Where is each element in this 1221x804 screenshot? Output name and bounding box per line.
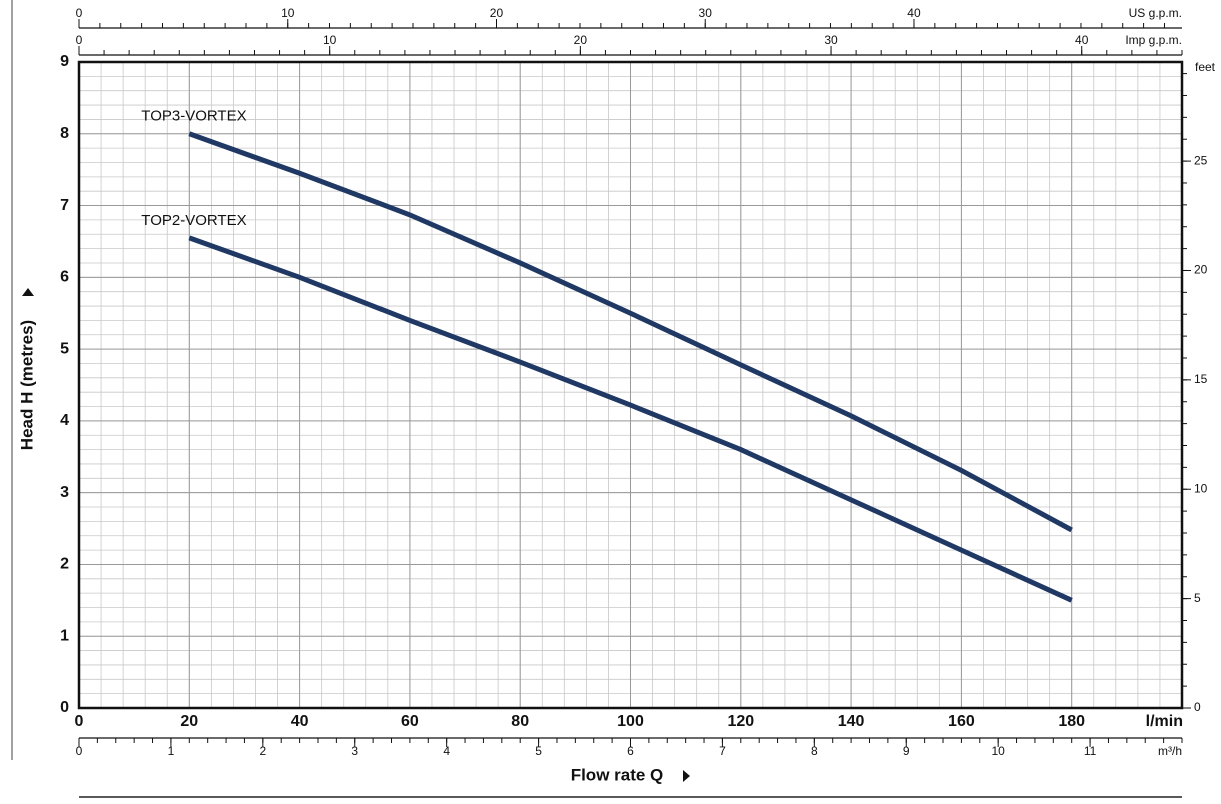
secondary-tick-label: 10 — [323, 33, 337, 47]
x-tick-label: 160 — [948, 713, 975, 730]
secondary-tick-label: 10 — [281, 6, 295, 20]
series-line — [188, 235, 1073, 603]
secondary-tick-label: 30 — [824, 33, 838, 47]
y2-tick-label: 15 — [1194, 372, 1208, 386]
axis-unit: Imp g.p.m. — [1125, 33, 1182, 47]
secondary-tick-label: 30 — [699, 6, 713, 20]
x-axis-title: Flow rate Q — [571, 765, 664, 784]
y-tick-label: 7 — [60, 197, 69, 214]
secondary-tick-label: 8 — [811, 744, 818, 758]
arrow — [683, 770, 690, 782]
axis-unit: m³/h — [1158, 744, 1182, 758]
x-tick-label: 140 — [838, 713, 865, 730]
y2-tick-label: 5 — [1194, 591, 1201, 605]
secondary-tick-label: 40 — [907, 6, 921, 20]
y-tick-label: 5 — [60, 340, 69, 357]
x-tick-label: 180 — [1058, 713, 1085, 730]
y2-tick-label: 25 — [1194, 153, 1208, 167]
secondary-tick-label: 4 — [443, 744, 450, 758]
x-tick-label: 60 — [401, 713, 419, 730]
y-tick-label: 9 — [60, 53, 69, 70]
y-tick-label: 3 — [60, 484, 69, 501]
x-tick-label: 120 — [727, 713, 754, 730]
y2-tick-label: 10 — [1194, 481, 1208, 495]
secondary-tick-label: 5 — [535, 744, 542, 758]
secondary-tick-label: 6 — [627, 744, 634, 758]
secondary-tick-label: 10 — [991, 744, 1005, 758]
y-tick-label: 6 — [60, 269, 69, 286]
secondary-tick-label: 0 — [76, 33, 83, 47]
series-line — [188, 131, 1073, 533]
y2-tick-label: 20 — [1194, 263, 1208, 277]
secondary-tick-label: 2 — [259, 744, 266, 758]
x-tick-label: 20 — [180, 713, 198, 730]
secondary-tick-label: 40 — [1075, 33, 1089, 47]
secondary-tick-label: 7 — [719, 744, 726, 758]
y-tick-label: 8 — [60, 125, 69, 142]
series-label: TOP3-VORTEX — [141, 108, 246, 125]
series-label: TOP2-VORTEX — [141, 212, 246, 229]
x-tick-label: 40 — [291, 713, 309, 730]
secondary-tick-label: 20 — [574, 33, 588, 47]
y-tick-label: 2 — [60, 556, 69, 573]
secondary-tick-label: 3 — [351, 744, 358, 758]
secondary-tick-label: 9 — [903, 744, 910, 758]
arrow — [22, 288, 34, 296]
x-unit: l/min — [1146, 713, 1183, 730]
axis-unit: US g.p.m. — [1129, 6, 1182, 20]
x-tick-label: 80 — [511, 713, 529, 730]
plot-frame — [77, 60, 1184, 710]
y-tick-label: 4 — [60, 412, 69, 429]
secondary-tick-label: 1 — [168, 744, 175, 758]
secondary-tick-label: 0 — [76, 744, 83, 758]
y-tick-label: 1 — [60, 627, 69, 644]
y-axis-title: Head H (metres) — [17, 320, 36, 450]
secondary-tick-label: 11 — [1084, 744, 1097, 758]
x-tick-label: 0 — [75, 713, 84, 730]
secondary-tick-label: 20 — [490, 6, 504, 20]
secondary-tick-label: 0 — [76, 6, 83, 20]
axis-unit: feet — [1195, 60, 1216, 74]
y2-tick-label: 0 — [1194, 700, 1201, 714]
x-tick-label: 100 — [617, 713, 644, 730]
y-tick-label: 0 — [60, 699, 69, 716]
